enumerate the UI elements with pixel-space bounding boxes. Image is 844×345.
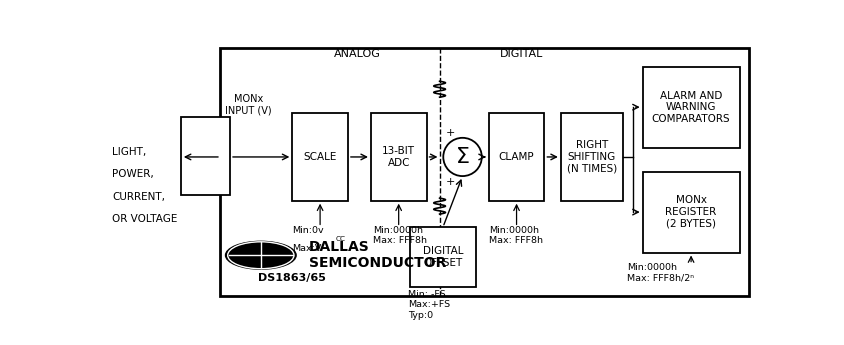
Text: Max:V: Max:V — [292, 244, 322, 253]
Text: CC: CC — [335, 236, 345, 242]
Text: Σ: Σ — [455, 147, 469, 167]
Text: ALARM AND
WARNING
COMPARATORS: ALARM AND WARNING COMPARATORS — [651, 90, 729, 124]
FancyBboxPatch shape — [488, 113, 544, 201]
Text: POWER,: POWER, — [112, 169, 154, 179]
FancyBboxPatch shape — [560, 113, 622, 201]
Text: Min:0000h
Max: FFF8h: Min:0000h Max: FFF8h — [489, 226, 543, 245]
Text: CLAMP: CLAMP — [498, 152, 533, 162]
FancyBboxPatch shape — [641, 67, 738, 148]
Text: Min:0v: Min:0v — [292, 226, 323, 235]
Text: 13-BIT
ADC: 13-BIT ADC — [381, 146, 414, 168]
Circle shape — [225, 241, 296, 270]
Text: CURRENT,: CURRENT, — [112, 192, 165, 202]
Text: Min:0000h
Max: FFF8h: Min:0000h Max: FFF8h — [372, 226, 426, 245]
Text: ANALOG: ANALOG — [334, 49, 381, 59]
Text: MONx
INPUT (V): MONx INPUT (V) — [225, 94, 272, 116]
FancyBboxPatch shape — [409, 227, 475, 287]
FancyBboxPatch shape — [641, 171, 738, 253]
FancyBboxPatch shape — [371, 113, 426, 201]
Text: LIGHT,: LIGHT, — [112, 147, 146, 157]
Text: RIGHT
SHIFTING
(N TIMES): RIGHT SHIFTING (N TIMES) — [566, 140, 616, 174]
Text: Min: -FS
Max:+FS
Typ:0: Min: -FS Max:+FS Typ:0 — [408, 290, 450, 319]
Text: DS1863/65: DS1863/65 — [258, 273, 326, 283]
Text: MONx
REGISTER
(2 BYTES): MONx REGISTER (2 BYTES) — [665, 196, 716, 229]
FancyBboxPatch shape — [292, 113, 348, 201]
FancyBboxPatch shape — [220, 48, 749, 296]
Text: SCALE: SCALE — [303, 152, 337, 162]
Text: DALLAS
SEMICONDUCTOR: DALLAS SEMICONDUCTOR — [308, 240, 446, 270]
Text: DIGITAL
OFFSET: DIGITAL OFFSET — [422, 246, 463, 268]
Text: DIGITAL: DIGITAL — [499, 49, 543, 59]
FancyBboxPatch shape — [181, 117, 230, 196]
Text: +: + — [445, 128, 454, 138]
Text: +: + — [445, 177, 454, 187]
Text: Min:0000h
Max: FFF8h/2ⁿ: Min:0000h Max: FFF8h/2ⁿ — [626, 263, 693, 283]
Text: OR VOLTAGE: OR VOLTAGE — [112, 214, 177, 224]
